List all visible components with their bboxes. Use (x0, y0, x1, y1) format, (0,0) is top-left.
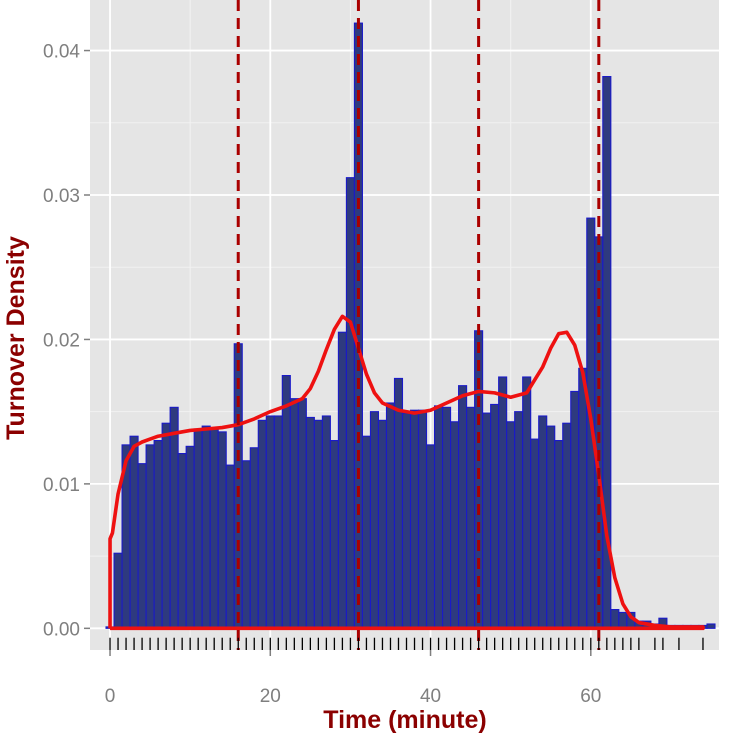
histogram-bar (201, 425, 211, 629)
histogram-bar (450, 421, 460, 629)
histogram-bar (305, 416, 315, 629)
histogram-bar (409, 409, 420, 629)
density-curve (108, 314, 705, 631)
histogram-bar (321, 415, 331, 629)
histogram-bar (570, 390, 580, 629)
histogram-bar (137, 463, 147, 629)
histogram-bar (530, 438, 540, 629)
histogram-bar (345, 177, 355, 629)
histogram-bar (417, 409, 428, 629)
y-tick-label: 0.03 (43, 186, 80, 207)
histogram-bar (466, 406, 476, 629)
y-tick-label: 0.01 (43, 475, 80, 496)
histogram-bar (273, 415, 283, 629)
x-axis-title: Time (minute) (323, 706, 486, 734)
histogram-bar (482, 412, 492, 629)
histogram-bar (297, 398, 307, 629)
histogram-bar (113, 552, 123, 629)
y-axis-ticks: 0.00 0.01 0.02 0.03 0.04 (43, 42, 90, 640)
x-tick-label: 60 (580, 686, 601, 707)
histogram-bar (706, 623, 716, 629)
x-tick-label: 0 (105, 686, 116, 707)
histogram-bar (313, 419, 323, 629)
histogram-bar (514, 411, 524, 629)
histogram-bar (498, 376, 508, 629)
histogram-bar (361, 435, 371, 629)
y-tick-label: 0.02 (43, 330, 80, 351)
histogram-bar (289, 398, 299, 629)
histogram-bar (522, 376, 532, 629)
histogram-bar (337, 331, 347, 629)
histogram-bar (618, 611, 628, 629)
histogram-bar (538, 415, 548, 629)
histogram-bar (377, 419, 388, 629)
vertical-dashed-lines (236, 0, 601, 650)
histogram-bar (193, 428, 203, 629)
y-axis-title: Turnover Density (2, 236, 30, 440)
histogram-bar (241, 460, 251, 629)
histogram-bar (249, 447, 259, 629)
histogram-bar (281, 375, 291, 629)
histogram-bar (225, 464, 235, 629)
histogram-bar (506, 421, 516, 629)
histogram-bar (578, 367, 588, 629)
y-tick-label: 0.04 (43, 42, 80, 63)
histogram-bar (129, 435, 139, 629)
histogram-bar (425, 444, 436, 629)
histogram-bar (329, 440, 339, 629)
histogram-bar (217, 431, 227, 629)
histogram-bar (177, 453, 187, 629)
histogram-bar (145, 444, 155, 629)
histogram-bar (153, 440, 163, 629)
histogram-bar (161, 422, 171, 629)
histogram-bar (185, 445, 195, 629)
histogram-bar (169, 406, 179, 629)
histogram-bar (257, 419, 267, 629)
histogram-bar (209, 427, 219, 629)
rug-ticks (109, 637, 704, 650)
x-tick-label: 40 (420, 686, 441, 707)
histogram-bar (458, 385, 468, 629)
histogram-bar (401, 412, 412, 629)
histogram-bar (442, 406, 452, 629)
x-axis-ticks: 0 20 40 60 (105, 650, 601, 707)
histogram-bar (554, 440, 564, 629)
histogram-bar (265, 415, 275, 629)
histogram-bar (433, 405, 444, 629)
histogram-bar (369, 411, 380, 629)
histogram-bar (490, 403, 500, 629)
histogram-bar (393, 377, 404, 629)
x-tick-label: 20 (260, 686, 281, 707)
histogram-bar (610, 609, 620, 629)
histogram-bar (562, 422, 572, 629)
histogram-bar (546, 425, 556, 629)
y-tick-label: 0.00 (43, 619, 80, 640)
histogram-bar (385, 402, 396, 629)
